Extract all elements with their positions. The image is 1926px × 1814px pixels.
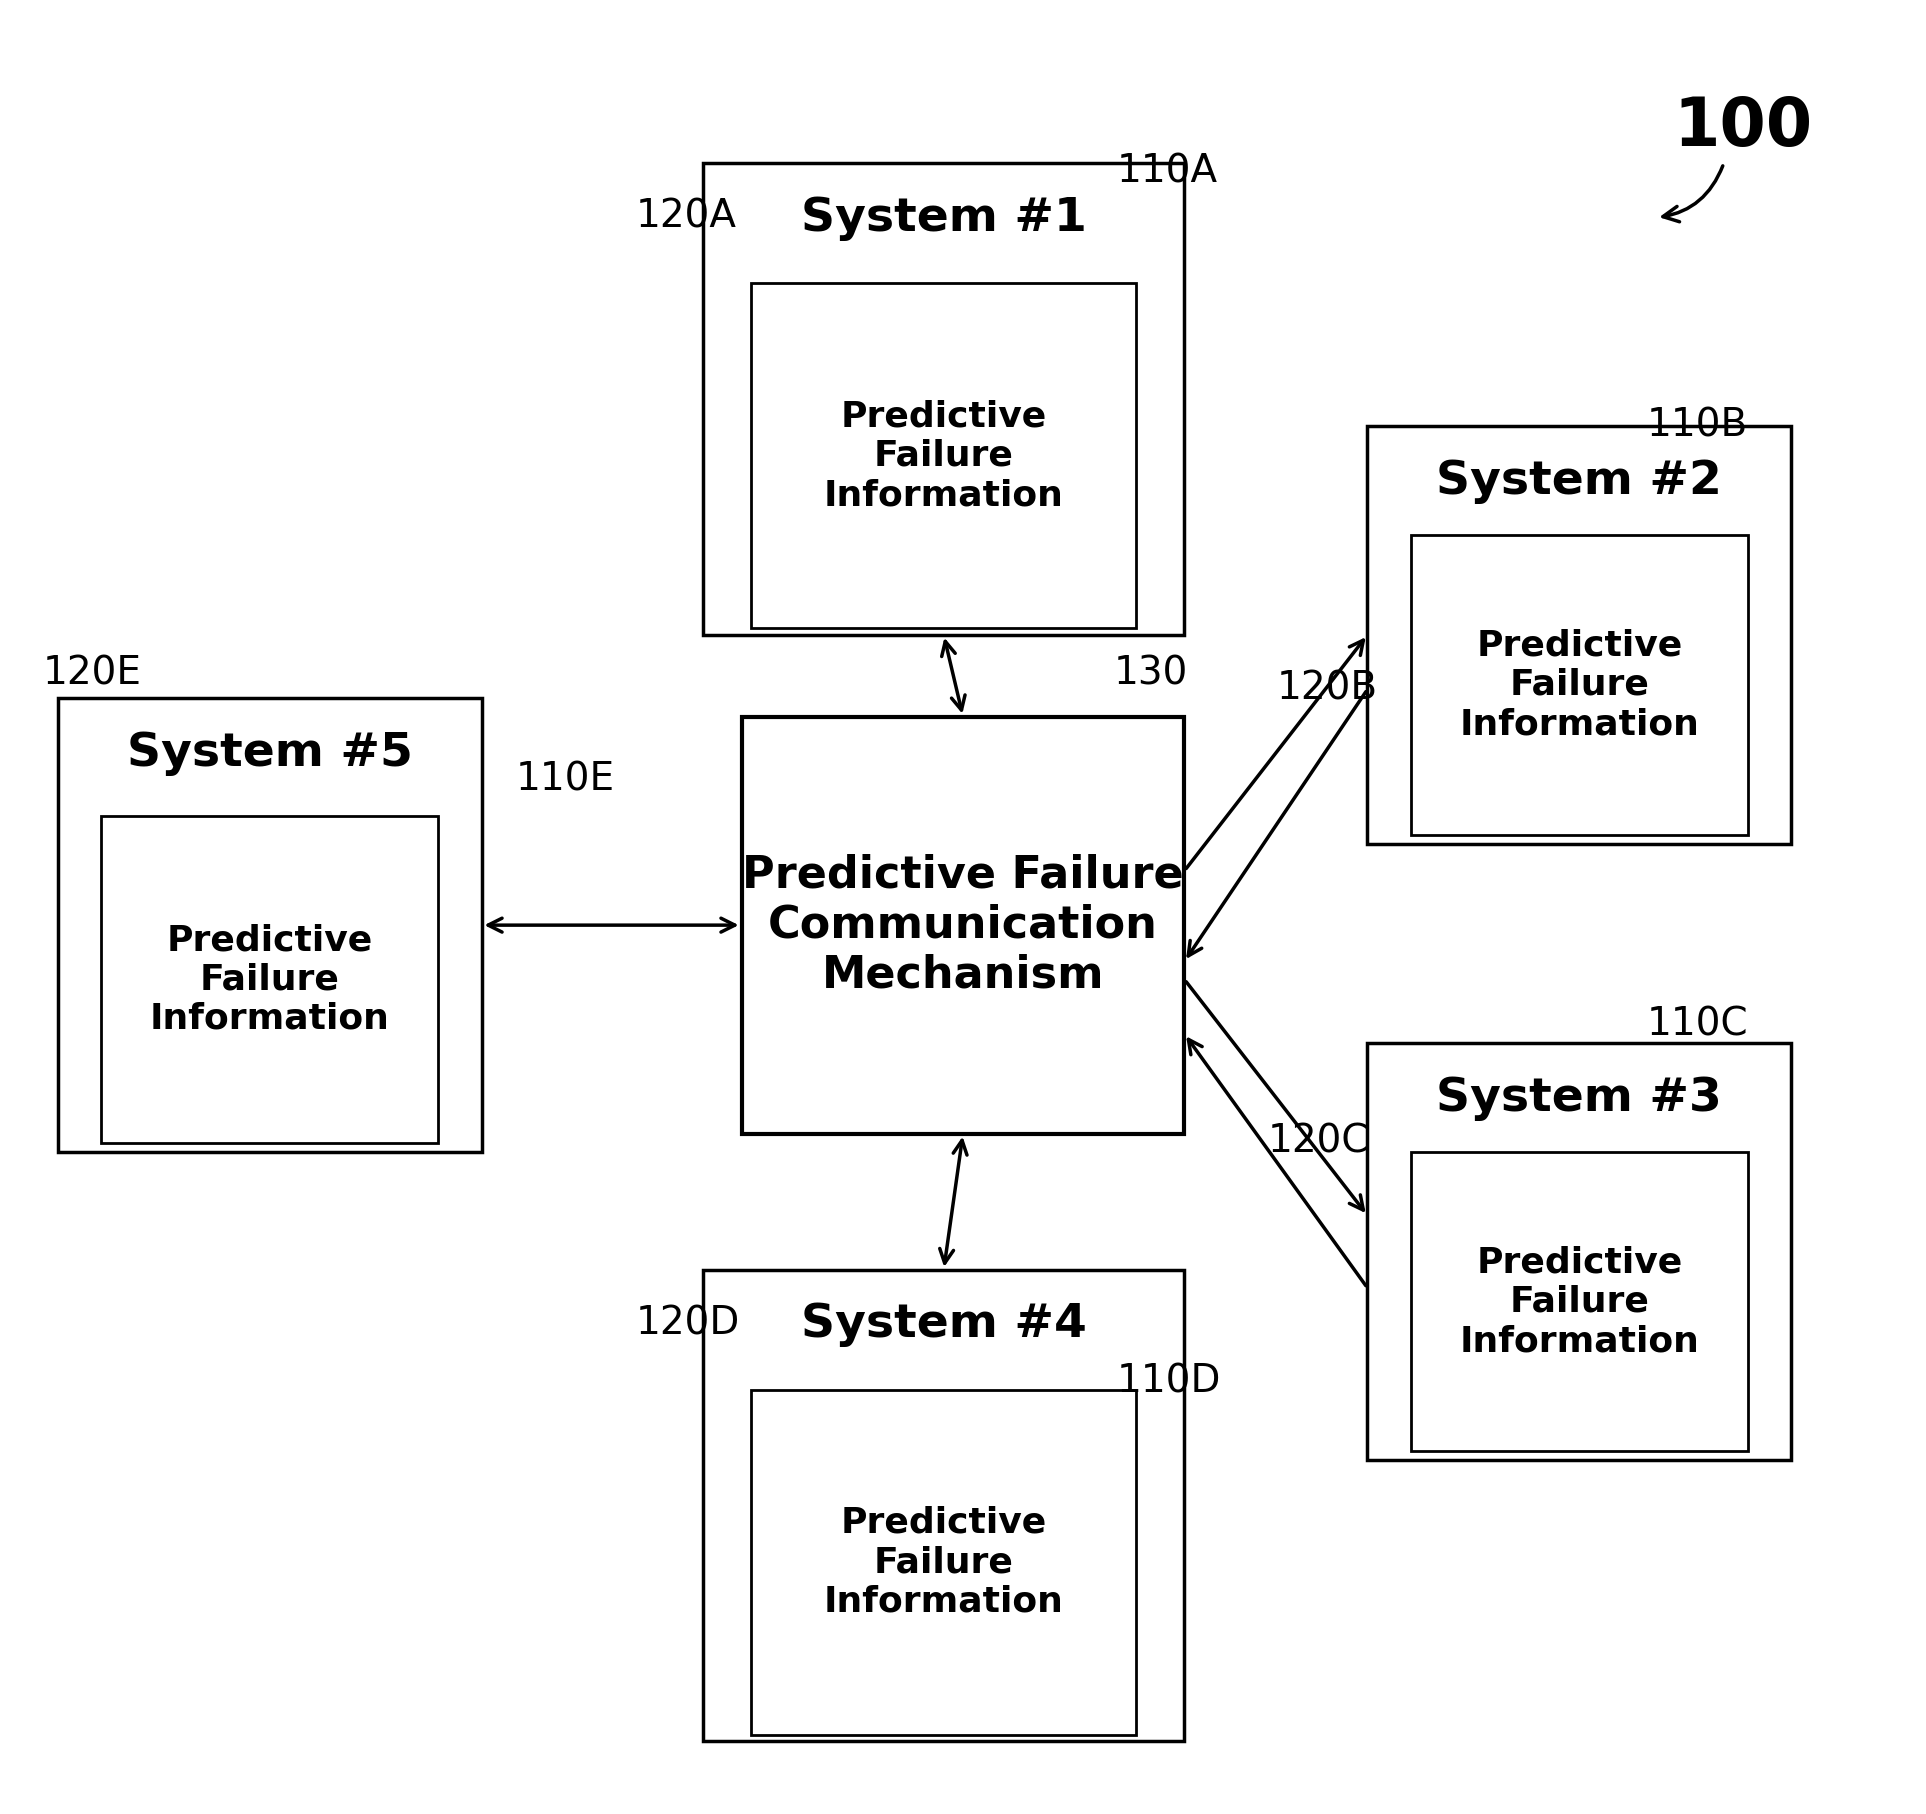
Bar [1410,1152,1747,1451]
Bar [1367,1043,1791,1460]
Text: System #3: System #3 [1437,1076,1722,1121]
Text: System #4: System #4 [801,1302,1086,1348]
Bar [1410,535,1747,834]
Text: Predictive
Failure
Information: Predictive Failure Information [1460,1246,1699,1359]
Text: 120D: 120D [636,1304,740,1342]
Bar [58,698,482,1152]
Bar [703,163,1184,635]
Bar [1367,426,1791,844]
Text: Predictive
Failure
Information: Predictive Failure Information [824,1506,1063,1618]
Text: 110E: 110E [516,760,614,798]
Text: System #5: System #5 [127,731,412,776]
Text: Predictive
Failure
Information: Predictive Failure Information [150,923,389,1036]
Text: System #2: System #2 [1437,459,1722,504]
Bar [703,1270,1184,1741]
Text: 100: 100 [1674,94,1812,160]
Text: 130: 130 [1113,655,1188,693]
FancyArrowPatch shape [1662,165,1722,221]
Text: 110D: 110D [1117,1362,1221,1400]
Bar [102,816,437,1143]
Bar [751,1390,1136,1734]
Text: 120C: 120C [1267,1123,1369,1161]
Text: 120A: 120A [636,198,736,236]
Text: Predictive
Failure
Information: Predictive Failure Information [824,399,1063,512]
Text: 120E: 120E [42,655,141,693]
Text: 110B: 110B [1647,406,1749,444]
Text: Predictive
Failure
Information: Predictive Failure Information [1460,629,1699,742]
Text: System #1: System #1 [801,196,1086,241]
Text: Predictive Failure
Communication
Mechanism: Predictive Failure Communication Mechani… [742,854,1184,996]
Text: 110C: 110C [1647,1005,1749,1043]
Bar [751,283,1136,628]
Text: 110A: 110A [1117,152,1219,190]
Bar [742,717,1184,1134]
Text: 120B: 120B [1277,669,1379,707]
